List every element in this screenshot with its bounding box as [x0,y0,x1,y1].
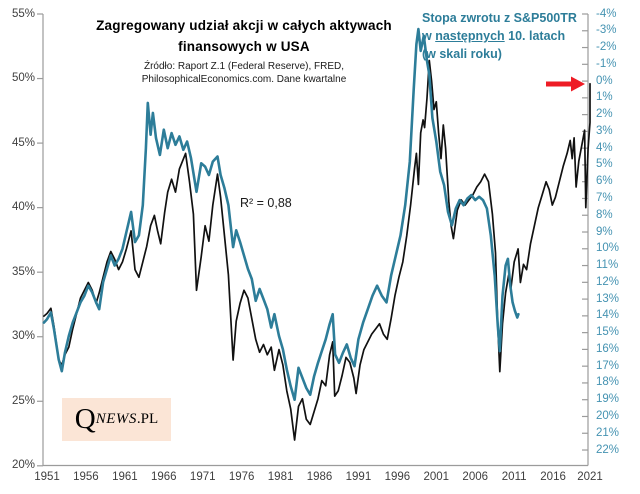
right-axis-label: 15% [596,326,620,339]
right-axis-label: 7% [596,191,613,204]
chart-title-block: Zagregowany udział akcji w całych aktywa… [38,15,450,86]
x-axis-label: 1956 [73,471,99,483]
right-axis-label: 18% [596,376,620,389]
logo-news-text: NEWS [95,411,137,427]
x-axis-label: 1951 [34,471,60,483]
x-axis-label: 1976 [228,471,255,483]
logo-letter-q: Q [74,403,96,435]
r-squared-label: R² = 0,88 [240,196,292,210]
series-forward-return-line [42,27,520,402]
right-axis-label: 8% [596,208,613,221]
x-axis-label: 1981 [267,471,294,483]
left-axis-label: 50% [11,72,35,85]
x-axis-label: 2016 [540,471,566,483]
x-axis-label: 2001 [423,471,450,483]
right-axis-label: 22% [596,443,620,456]
chart-source: Źródło: Raport Z.1 (Federal Reserve), FR… [38,60,450,86]
right-axis-label: 5% [596,158,613,171]
left-axis-label: 55% [11,7,35,20]
right-axis-label: 1% [596,91,613,104]
x-axis-label: 1991 [345,471,372,483]
right-series-annotation: Stopa zwrotu z S&P500TR w następnych 10.… [422,9,594,63]
x-axis-label: 1986 [306,471,333,483]
right-axis-label: 10% [596,242,620,255]
annotation-line1: Stopa zwrotu z S&P500TR [422,11,577,25]
left-axis-label: 25% [11,394,35,407]
x-axis-label: 2006 [462,471,489,483]
right-axis-label: 20% [596,409,620,422]
right-axis-label: 13% [596,292,620,305]
right-axis-label: 19% [596,393,620,406]
logo-pl-text: .PL [136,411,159,427]
source-line2: PhilosophicalEconomics.com. Dane kwartal… [141,74,347,85]
right-axis-label: -2% [596,41,617,54]
right-axis-label: 17% [596,359,620,372]
annotation-line3: (w skali roku) [422,47,502,61]
x-axis-label: 2021 [577,471,603,483]
chart-title-line1: Zagregowany udział akcji w całych aktywa… [96,18,392,33]
left-axis-label: 40% [11,201,35,214]
right-axis-label: 12% [596,275,620,288]
source-line1: Źródło: Raport Z.1 (Federal Reserve), FR… [143,61,345,72]
left-axis-label: 45% [11,136,35,149]
left-axis-label: 30% [11,330,35,343]
right-axis-label: 3% [596,124,613,137]
left-axis-label: 20% [11,459,35,472]
right-axis-label: 6% [596,175,613,188]
x-axis-label: 2011 [501,471,527,483]
series-equity-allocation-line [43,59,591,441]
right-axis-label: 14% [596,309,620,322]
qnews-logo: Q NEWS .PL [62,398,171,441]
right-axis-label: 4% [596,141,613,154]
right-axis-label: 2% [596,108,613,121]
right-axis-label: 9% [596,225,613,238]
annotation-line2: w następnych 10. latach [422,29,566,43]
right-axis-label: -4% [596,7,617,20]
right-axis-label: 16% [596,342,620,355]
right-axis-label: 0% [596,74,613,87]
right-axis-label: 21% [596,426,620,439]
chart-title-line2: finansowych w USA [178,39,310,54]
annotation-underlined-word: następnych [435,29,505,43]
x-axis-label: 1971 [189,471,216,483]
red-arrow-icon [546,76,585,92]
x-axis-label: 1961 [112,471,138,483]
x-axis-label: 1966 [150,471,177,483]
right-axis-label: 11% [596,259,619,272]
right-axis-label: -3% [596,24,617,37]
right-axis-label: -1% [596,57,617,70]
left-axis-label: 35% [11,265,35,278]
x-axis-label: 1996 [384,471,411,483]
